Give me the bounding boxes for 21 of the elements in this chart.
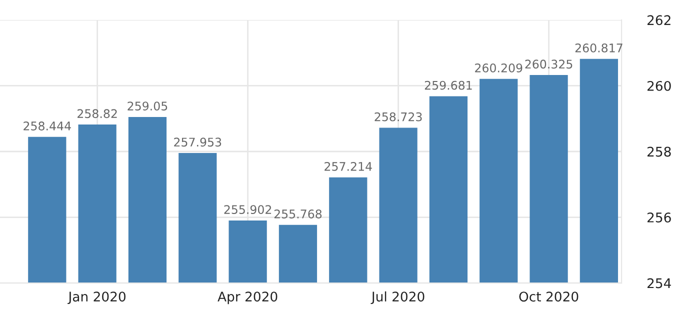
y-tick-label: 262 <box>647 15 670 26</box>
y-tick-label: 254 <box>647 278 671 288</box>
x-tick-label: Apr 2020 <box>218 292 278 304</box>
data-label: 259.681 <box>424 80 472 90</box>
y-tick-label: 258 <box>647 146 671 157</box>
data-label: 255.902 <box>224 205 272 214</box>
data-label: 257.214 <box>324 162 372 171</box>
x-tick-label: Oct 2020 <box>519 292 578 302</box>
x-tick-label: Jan 2020 <box>68 292 126 304</box>
x-tick-label: Jul 2020 <box>370 291 424 304</box>
data-label: 260.817 <box>575 43 622 52</box>
y-tick-label: 256 <box>647 212 671 222</box>
data-label: 257.953 <box>174 138 222 147</box>
data-label: 260.209 <box>475 63 522 72</box>
data-label: 260.325 <box>525 60 572 69</box>
data-label: 258.82 <box>78 109 117 118</box>
data-label: 259.05 <box>128 102 168 111</box>
y-tick-label: 260 <box>647 80 671 91</box>
data-label: 255.768 <box>274 210 322 218</box>
data-label: 258.723 <box>374 112 422 122</box>
data-label: 258.444 <box>24 122 71 130</box>
